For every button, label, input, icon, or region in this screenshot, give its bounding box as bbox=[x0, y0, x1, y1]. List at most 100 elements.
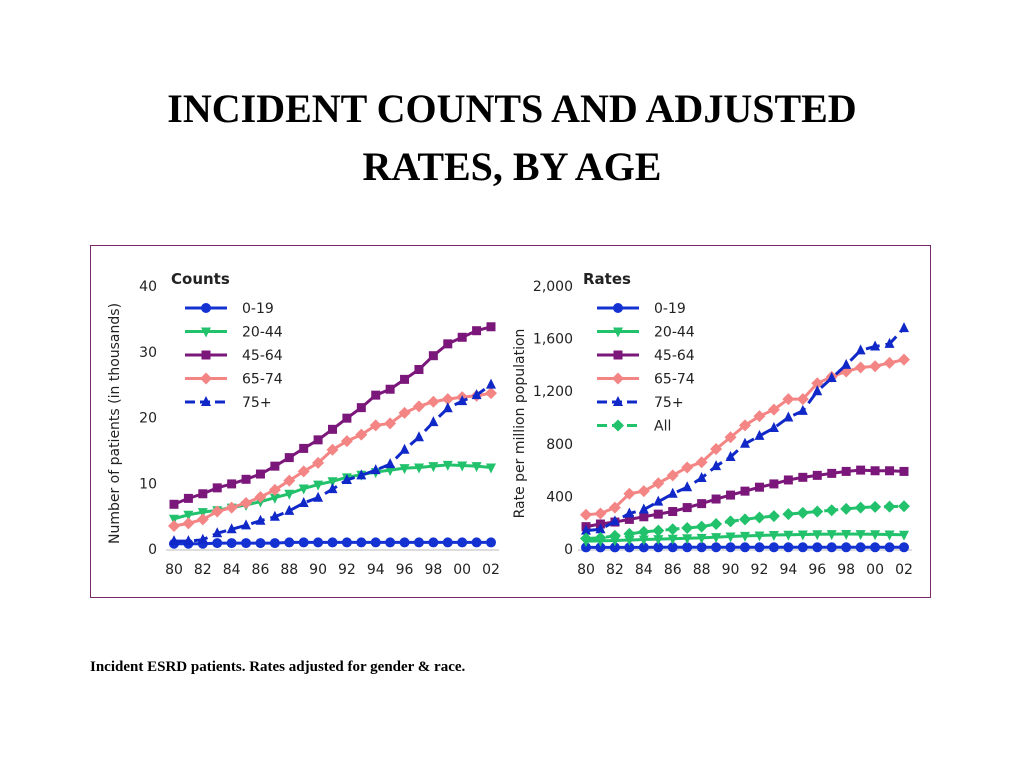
x-tick-label: 88 bbox=[280, 562, 298, 578]
data-point-20-44 bbox=[855, 530, 866, 541]
legend-marker-all bbox=[612, 419, 624, 432]
legend-label-all: All bbox=[654, 419, 671, 435]
data-point-45-64 bbox=[472, 326, 482, 336]
data-point-all bbox=[753, 511, 766, 524]
data-point-65-74 bbox=[898, 353, 910, 366]
data-point-0-19 bbox=[711, 542, 722, 553]
data-point-65-74 bbox=[168, 519, 180, 532]
data-point-65-74 bbox=[240, 496, 253, 509]
x-tick-label: 94 bbox=[779, 562, 797, 578]
data-point-45-64 bbox=[328, 424, 337, 434]
data-point-45-64 bbox=[443, 339, 453, 349]
data-point-75 bbox=[169, 535, 179, 546]
data-point-all bbox=[854, 501, 867, 514]
data-point-0-19 bbox=[385, 537, 396, 548]
legend-marker-75 bbox=[613, 396, 623, 406]
data-point-45-64 bbox=[371, 390, 381, 400]
x-tick-label: 00 bbox=[453, 562, 471, 578]
data-point-65-74 bbox=[652, 477, 665, 490]
data-point-all bbox=[796, 506, 809, 519]
data-point-75 bbox=[797, 404, 808, 415]
legend-label-45-64: 45-64 bbox=[654, 348, 695, 364]
data-point-0-19 bbox=[884, 542, 895, 553]
data-point-0-19 bbox=[899, 542, 909, 553]
y-tick-label: 400 bbox=[546, 489, 573, 505]
data-point-45-64 bbox=[885, 466, 895, 476]
series-75 bbox=[169, 378, 496, 546]
data-point-75 bbox=[298, 496, 309, 507]
data-point-20-44 bbox=[284, 489, 295, 500]
x-tick-label: 02 bbox=[895, 562, 913, 578]
data-point-0-19 bbox=[855, 542, 866, 553]
data-point-45-64 bbox=[726, 490, 736, 500]
data-point-0-19 bbox=[783, 542, 794, 553]
data-point-0-19 bbox=[212, 538, 223, 549]
data-point-65-74 bbox=[384, 417, 397, 430]
data-point-75 bbox=[667, 487, 678, 498]
x-tick-label: 80 bbox=[165, 562, 183, 578]
data-point-all bbox=[883, 500, 896, 513]
data-point-45-64 bbox=[870, 466, 880, 476]
data-point-20-44 bbox=[197, 508, 208, 519]
data-point-45-64 bbox=[356, 403, 366, 413]
data-point-20-44 bbox=[870, 530, 881, 541]
data-point-75 bbox=[682, 481, 693, 492]
data-point-75 bbox=[226, 523, 237, 534]
series-0-19 bbox=[169, 537, 496, 549]
data-point-75 bbox=[370, 464, 381, 475]
data-point-75 bbox=[581, 524, 591, 535]
data-point-all bbox=[811, 505, 824, 518]
data-point-45-64 bbox=[682, 503, 692, 513]
series-65-74 bbox=[168, 387, 497, 532]
data-point-20-44 bbox=[428, 462, 439, 473]
data-point-0-19 bbox=[442, 537, 453, 548]
data-point-45-64 bbox=[639, 512, 649, 522]
data-point-20-44 bbox=[471, 462, 482, 473]
chart-title: Rates bbox=[583, 270, 631, 288]
data-point-45-64 bbox=[798, 472, 808, 482]
data-point-45-64 bbox=[769, 479, 779, 489]
series-all bbox=[580, 500, 910, 545]
data-point-45-64 bbox=[624, 514, 634, 524]
data-point-all bbox=[580, 532, 592, 545]
data-point-all bbox=[594, 531, 607, 544]
data-point-0-19 bbox=[284, 537, 295, 548]
data-point-45-64 bbox=[241, 474, 251, 484]
data-point-0-19 bbox=[870, 542, 881, 553]
x-tick-label: 90 bbox=[309, 562, 327, 578]
data-point-75 bbox=[870, 340, 881, 351]
chart-rates: Rates 0 400 800 1,200 1,600 2,000 80 82 84 86 88 90 9… bbox=[512, 270, 913, 578]
data-point-all bbox=[652, 524, 665, 537]
x-tick-label: 96 bbox=[396, 562, 414, 578]
data-point-20-44 bbox=[313, 480, 324, 491]
y-tick-label: 30 bbox=[139, 345, 157, 361]
data-point-45-64 bbox=[841, 466, 851, 476]
y-tick-label: 1,600 bbox=[533, 332, 573, 348]
data-point-0-19 bbox=[768, 542, 779, 553]
data-point-0-19 bbox=[797, 542, 808, 553]
data-point-75 bbox=[399, 443, 410, 454]
legend-marker-65-74 bbox=[612, 372, 624, 385]
x-tick-label: 82 bbox=[606, 562, 624, 578]
legend-label-65-74: 65-74 bbox=[242, 372, 283, 388]
data-point-65-74 bbox=[211, 505, 224, 518]
data-point-65-74 bbox=[681, 461, 694, 474]
data-point-75 bbox=[457, 395, 468, 406]
data-point-20-44 bbox=[884, 530, 895, 541]
data-point-65-74 bbox=[623, 487, 636, 500]
data-point-65-74 bbox=[225, 501, 238, 514]
data-point-75 bbox=[624, 507, 635, 518]
data-point-0-19 bbox=[486, 537, 496, 548]
x-tick-label: 88 bbox=[693, 562, 711, 578]
legend-label-75: 75+ bbox=[654, 395, 684, 411]
data-point-65-74 bbox=[441, 393, 454, 406]
series-65-74 bbox=[580, 353, 910, 521]
data-point-75 bbox=[609, 515, 620, 526]
data-point-20-44 bbox=[399, 464, 410, 475]
data-point-0-19 bbox=[740, 542, 750, 553]
charts-figure: Counts 0 10 20 30 40 80 82 84 86 88 90 92 94 96 98 00 02 N… bbox=[107, 270, 913, 578]
data-point-65-74 bbox=[326, 443, 339, 456]
data-point-0-19 bbox=[667, 542, 678, 553]
data-point-all bbox=[724, 515, 737, 528]
x-tick-label: 84 bbox=[223, 562, 241, 578]
